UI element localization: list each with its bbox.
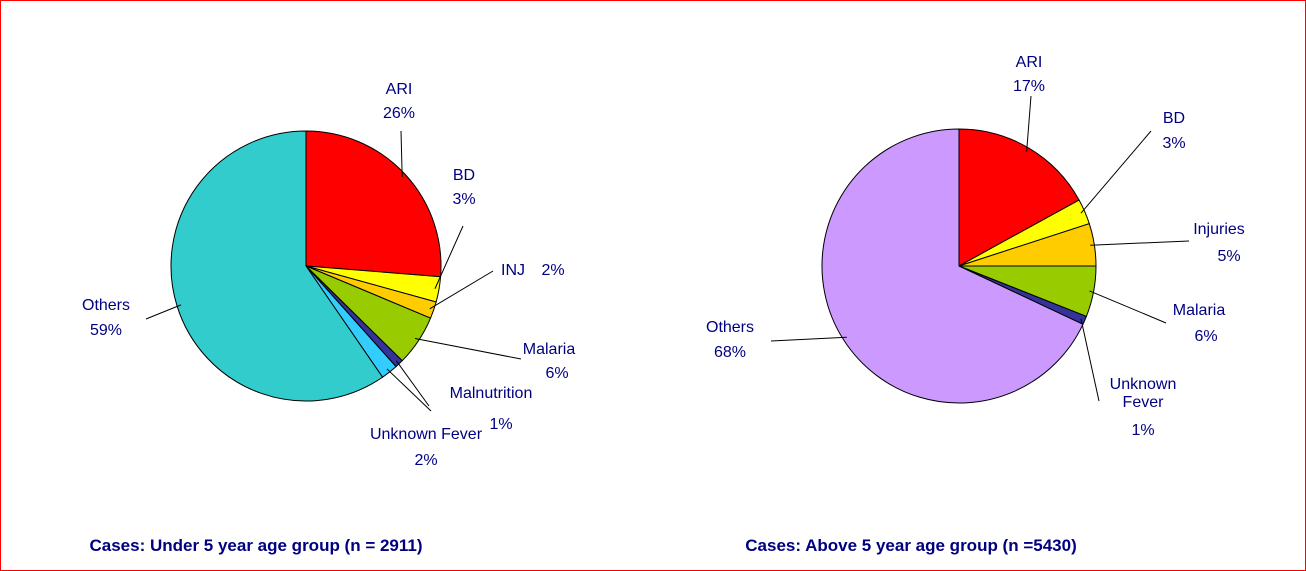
slice-value: 17% <box>1012 78 1046 95</box>
slice-label: Others <box>81 297 131 314</box>
leader-line <box>400 130 403 178</box>
leader-line <box>770 336 847 342</box>
slice-value: 1% <box>489 416 513 433</box>
slice-label: INJ <box>501 262 525 279</box>
slice-value: 3% <box>1162 135 1186 152</box>
slice-label: ARI <box>1015 54 1043 71</box>
leader-line <box>395 360 430 407</box>
slice-value: 2% <box>414 452 438 469</box>
slice-value: 5% <box>1217 248 1241 265</box>
leader-line <box>434 225 464 289</box>
slice-value: 26% <box>382 105 416 122</box>
pie-slice <box>305 130 442 278</box>
leader-line <box>145 304 182 320</box>
leader-line <box>414 338 522 360</box>
slice-label: ARI <box>385 81 413 98</box>
leader-line <box>1026 95 1032 152</box>
chart-title: Cases: Under 5 year age group (n = 2911) <box>89 536 423 555</box>
pie-slice <box>821 128 1084 404</box>
slice-label: Injuries <box>1193 221 1245 238</box>
leader-line <box>1089 290 1167 324</box>
slice-value: 6% <box>1194 328 1218 345</box>
pie-slice <box>958 128 1080 267</box>
slice-value: 1% <box>1131 422 1155 439</box>
slice-value: 6% <box>545 365 569 382</box>
slice-value: 2% <box>541 262 565 279</box>
leader-line <box>1080 318 1100 402</box>
slice-value: 68% <box>713 344 747 361</box>
slice-label: Unknown Fever <box>1109 376 1177 411</box>
slice-label: Others <box>705 319 755 336</box>
leader-line <box>429 270 494 310</box>
slice-label: Unknown Fever <box>369 426 483 443</box>
slice-value: 3% <box>452 191 476 208</box>
leader-line <box>386 368 432 412</box>
chart-title: Cases: Above 5 year age group (n =5430) <box>745 536 1077 555</box>
slice-value: 59% <box>89 322 123 339</box>
slice-label: Malaria <box>1172 302 1226 319</box>
leader-line <box>1080 130 1152 214</box>
leader-line <box>1090 240 1190 246</box>
slice-label: Malaria <box>522 341 576 358</box>
slice-label: Malnutrition <box>449 385 533 402</box>
slice-label: BD <box>452 167 476 184</box>
slice-label: BD <box>1162 110 1186 127</box>
